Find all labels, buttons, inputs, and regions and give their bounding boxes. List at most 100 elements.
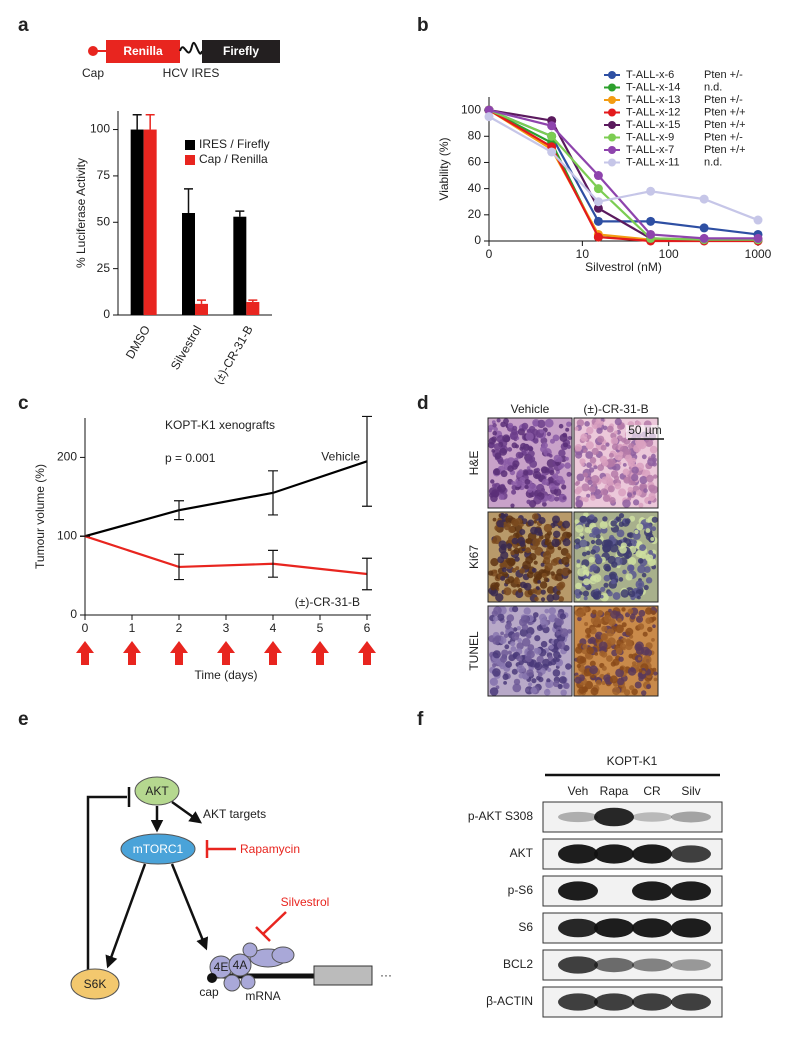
cell <box>526 571 534 579</box>
treatment-arrow <box>217 641 235 665</box>
cell <box>545 688 550 693</box>
cell <box>537 537 542 542</box>
cell <box>589 665 598 675</box>
cell <box>515 566 520 571</box>
cell <box>600 488 608 496</box>
cell <box>580 433 589 442</box>
series-line <box>488 109 758 240</box>
lane-label: Veh <box>568 784 589 798</box>
cell <box>622 463 627 467</box>
akt-label: AKT <box>145 784 169 798</box>
lane-label: Rapa <box>600 784 629 798</box>
cell <box>589 627 597 635</box>
akt-node <box>134 776 180 806</box>
cell <box>533 612 539 618</box>
cell <box>552 515 560 524</box>
cell <box>576 559 581 564</box>
x-tick-label: 5 <box>317 621 324 635</box>
cell <box>523 470 529 476</box>
column-header: Vehicle <box>511 402 550 416</box>
cell <box>519 477 526 484</box>
arrow <box>170 863 209 951</box>
cell <box>547 476 554 483</box>
cell <box>496 520 504 528</box>
cell <box>617 456 622 461</box>
band <box>632 844 672 864</box>
cell <box>631 466 639 474</box>
cell <box>511 481 516 486</box>
cell <box>606 458 616 467</box>
blot-row-label: β-ACTIN <box>486 994 533 1008</box>
cell <box>593 621 599 626</box>
cell <box>578 686 586 694</box>
renilla-box <box>106 40 180 63</box>
cell <box>525 538 530 544</box>
cell <box>615 624 624 634</box>
error-bar <box>184 188 193 213</box>
cell <box>552 669 561 677</box>
cell <box>534 596 539 602</box>
cell <box>644 438 654 447</box>
cell <box>508 526 515 533</box>
cell <box>638 609 646 617</box>
cell <box>559 628 569 637</box>
renilla-label: Renilla <box>123 44 163 58</box>
error-bar <box>268 470 278 516</box>
cell <box>589 514 595 520</box>
cell <box>576 419 585 427</box>
cell <box>506 614 515 622</box>
cell <box>557 456 563 462</box>
cell <box>502 673 509 681</box>
cell <box>491 489 500 498</box>
cell <box>500 421 506 428</box>
x-tick-label: 2 <box>176 621 183 635</box>
series-label: (±)-CR-31-B <box>295 595 360 609</box>
bar <box>182 213 195 315</box>
cell <box>638 676 644 682</box>
cell <box>594 652 599 656</box>
cell <box>508 654 516 662</box>
cell <box>519 568 525 574</box>
cell <box>581 483 590 492</box>
cell <box>553 530 561 538</box>
cell <box>593 465 598 470</box>
cell <box>562 432 568 438</box>
band <box>671 845 711 863</box>
cell <box>504 644 510 650</box>
x-tick-label: (±)-CR-31-B <box>211 323 256 387</box>
cell <box>504 623 511 630</box>
cell <box>585 441 594 450</box>
cell <box>526 650 535 659</box>
cell <box>532 470 542 480</box>
cell <box>551 538 560 548</box>
cell <box>576 563 581 568</box>
cell <box>512 460 520 468</box>
cell <box>618 577 624 582</box>
cell <box>641 646 650 656</box>
cell <box>624 454 633 462</box>
cell <box>595 538 603 546</box>
error-bar <box>174 500 184 521</box>
cell <box>589 660 596 667</box>
cell <box>542 658 551 667</box>
cell <box>635 489 642 496</box>
cell <box>616 517 622 522</box>
factor <box>223 974 241 992</box>
cell <box>519 628 528 637</box>
band <box>594 918 634 938</box>
cell <box>556 475 564 484</box>
y-tick-label: 0 <box>103 307 110 321</box>
cell <box>534 662 543 671</box>
cell <box>489 687 499 696</box>
cell <box>565 552 571 558</box>
cell <box>610 661 616 667</box>
cell <box>601 665 607 671</box>
ires-label: HCV IRES <box>163 66 220 80</box>
cell <box>643 488 648 493</box>
lane-label: Silv <box>681 784 700 798</box>
cell <box>526 633 532 639</box>
cell <box>512 683 522 693</box>
cell <box>546 594 555 602</box>
legend-label: IRES / Firefly <box>199 137 270 151</box>
band <box>632 958 672 972</box>
